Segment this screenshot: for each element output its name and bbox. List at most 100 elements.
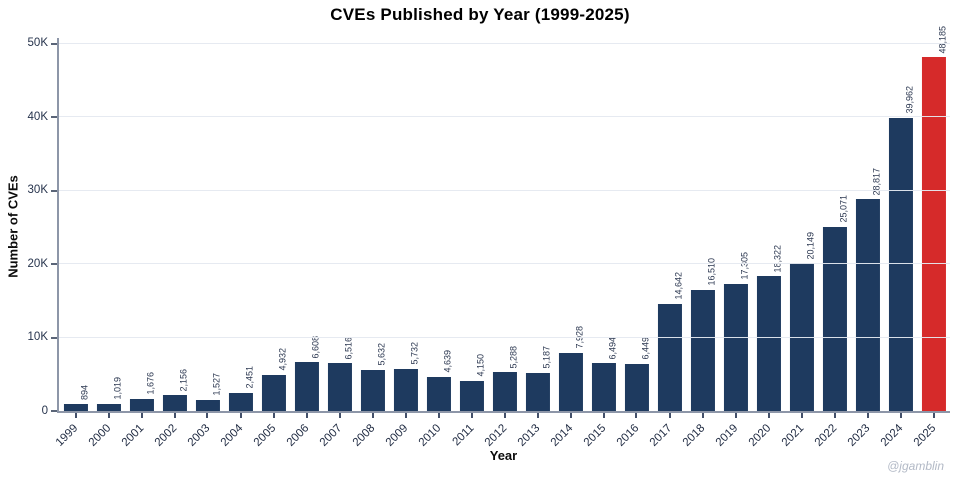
bar-value-label: 4,150 — [475, 354, 485, 377]
y-tick-label: 40K — [27, 110, 48, 123]
x-axis: 1999 2000 2001 2002 2003 2004 2005 2006 2007 2008… — [54, 411, 950, 461]
bar-2006 — [294, 362, 319, 411]
bar-2012 — [492, 372, 517, 411]
x-tick-mark — [866, 413, 869, 418]
x-tick-mark — [107, 413, 110, 418]
plot-area: 894 1,019 1,676 2,156 1,527 2,451 4,932 6,608 6,… — [28, 26, 950, 449]
x-tick-label-2001: 2001 — [119, 422, 147, 449]
y-tick-mark — [51, 116, 57, 119]
x-tick-label-2024: 2024 — [878, 422, 906, 449]
bar-value-label: 2,451 — [244, 366, 254, 390]
bar-value-label: 48,185 — [937, 25, 947, 54]
bar-column-2013: 5,187 — [521, 38, 554, 411]
bar-value-label: 1,676 — [145, 372, 155, 395]
bar-2024 — [888, 117, 913, 411]
bar-2013 — [525, 372, 550, 411]
x-tick-mark — [536, 413, 539, 418]
y-tick-label: 30K — [27, 183, 48, 196]
bar-value-label: 17,305 — [739, 252, 749, 280]
bar-value-label: 28,817 — [871, 167, 881, 196]
y-tick-label: 10K — [27, 330, 48, 343]
bar-value-label: 16,510 — [706, 258, 716, 286]
x-tick-mark — [338, 413, 341, 418]
x-tick-mark — [635, 413, 638, 418]
bar-2003 — [195, 399, 220, 411]
x-tick-label-2021: 2021 — [779, 422, 807, 449]
bar-column-2020: 18,322 — [752, 38, 785, 411]
x-tick-mark — [140, 413, 143, 418]
x-tick-mark — [569, 413, 572, 418]
x-axis-title: Year — [489, 448, 518, 463]
x-tick-mark — [173, 413, 176, 418]
bars-container: 894 1,019 1,676 2,156 1,527 2,451 4,932 6,608 6,… — [59, 26, 950, 411]
bar-2025 — [921, 57, 946, 411]
x-tick-label-2011: 2011 — [450, 422, 477, 449]
bar-2021 — [789, 263, 814, 411]
bar-value-label: 6,494 — [607, 336, 617, 360]
bar-column-2008: 5,632 — [356, 38, 389, 411]
chart-title: CVEs Published by Year (1999-2025) — [330, 5, 630, 24]
x-tick-label-2019: 2019 — [713, 422, 741, 449]
bar-value-label: 6,449 — [640, 337, 650, 360]
bar-2018 — [690, 289, 715, 411]
y-tick-mark — [51, 410, 57, 412]
y-tick-label: 50K — [27, 37, 48, 50]
x-tick-mark — [602, 413, 605, 418]
bar-value-label: 25,071 — [838, 195, 848, 223]
bar-value-label: 39,962 — [904, 86, 914, 114]
bar-2016 — [624, 363, 649, 411]
y-tick-mark — [51, 336, 57, 339]
x-tick-label-2000: 2000 — [86, 422, 114, 449]
bar-column-2018: 16,510 — [686, 38, 719, 411]
bar-value-label: 4,639 — [442, 350, 452, 373]
watermark: @jgamblin — [887, 459, 944, 473]
x-tick-mark — [734, 413, 737, 418]
bar-2020 — [756, 276, 781, 411]
x-tick-label-2014: 2014 — [548, 422, 576, 449]
x-tick-label-2023: 2023 — [845, 422, 873, 449]
y-tick-label: 0 — [41, 404, 48, 417]
bar-column-2010: 4,639 — [422, 38, 455, 411]
x-tick-label-2006: 2006 — [284, 422, 312, 449]
x-tick-mark — [899, 413, 902, 418]
bar-value-label: 1,527 — [211, 373, 221, 396]
x-tick-label-2025: 2025 — [911, 422, 939, 449]
x-tick-mark — [833, 413, 836, 418]
bar-value-label: 5,288 — [508, 345, 518, 369]
bar-2007 — [327, 363, 352, 411]
x-tick-label-2022: 2022 — [812, 422, 840, 449]
bar-2005 — [261, 374, 286, 411]
bar-2022 — [822, 226, 847, 411]
bar-value-label: 4,932 — [277, 348, 287, 371]
bar-2011 — [459, 380, 484, 411]
bar-column-2007: 6,516 — [323, 38, 356, 411]
bar-value-label: 5,632 — [376, 343, 386, 366]
x-tick-label-2008: 2008 — [350, 422, 378, 449]
x-tick-mark — [503, 413, 506, 418]
bar-2017 — [657, 303, 682, 411]
x-tick-mark — [932, 413, 935, 418]
x-tick-mark — [767, 413, 770, 418]
bar-value-label: 20,149 — [805, 231, 815, 260]
x-tick-mark — [74, 413, 77, 418]
bar-column-2011: 4,150 — [455, 38, 488, 411]
bar-column-2015: 6,494 — [587, 38, 620, 411]
x-tick-label-2007: 2007 — [317, 422, 345, 449]
bar-column-2024: 39,962 — [884, 38, 917, 411]
bar-column-2001: 1,676 — [125, 38, 158, 411]
x-tick-label-2012: 2012 — [482, 422, 510, 449]
x-tick-mark — [470, 413, 473, 418]
x-tick-label-2009: 2009 — [383, 422, 411, 449]
bar-2015 — [591, 363, 616, 411]
bar-column-1999: 894 — [59, 38, 92, 411]
bar-column-2006: 6,608 — [290, 38, 323, 411]
bar-column-2003: 1,527 — [191, 38, 224, 411]
bar-column-2016: 6,449 — [620, 38, 653, 411]
bar-column-2000: 1,019 — [92, 38, 125, 411]
x-tick-mark — [404, 413, 407, 418]
bar-column-2005: 4,932 — [257, 38, 290, 411]
x-tick-label-2018: 2018 — [680, 422, 708, 449]
x-tick-label-2005: 2005 — [251, 422, 279, 449]
x-tick-mark — [668, 413, 671, 418]
bar-column-2022: 25,071 — [818, 38, 851, 411]
